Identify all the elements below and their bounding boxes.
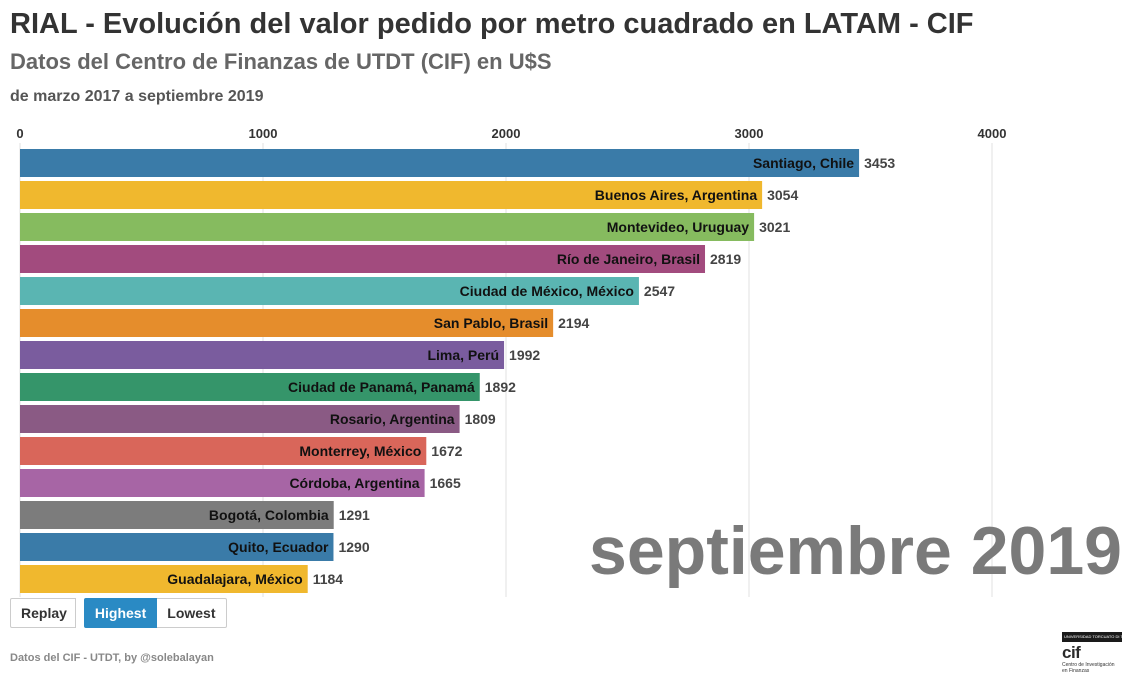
chart-title: RIAL - Evolución del valor pedido por me… xyxy=(10,8,974,40)
x-tick-label: 3000 xyxy=(735,126,764,141)
bar-group: Río de Janeiro, Brasil 2819 xyxy=(20,245,741,273)
bar-group: Buenos Aires, Argentina 3054 xyxy=(20,181,798,209)
bar-value-label: 2819 xyxy=(710,251,741,267)
bar-group: Montevideo, Uruguay 3021 xyxy=(20,213,790,241)
bar-category-label: Buenos Aires, Argentina xyxy=(595,187,758,203)
bar-group: Quito, Ecuador 1290 xyxy=(20,533,370,561)
cif-caption-line2: en Finanzas xyxy=(1062,668,1090,674)
time-label: septiembre 2019 xyxy=(589,513,1122,589)
bar xyxy=(20,309,554,337)
bar-group: Bogotá, Colombia 1291 xyxy=(20,501,370,529)
bar xyxy=(20,437,427,465)
bar-category-label: Ciudad de Panamá, Panamá xyxy=(288,379,475,395)
bar-category-label: Rosario, Argentina xyxy=(330,411,455,427)
cif-logo: UNIVERSIDAD TORCUATO DI TELLA cif Centro… xyxy=(1062,632,1133,680)
replay-button[interactable]: Replay xyxy=(10,598,76,628)
bar-value-label: 1892 xyxy=(485,379,516,395)
bar-category-label: Monterrey, México xyxy=(299,443,421,459)
bar xyxy=(20,501,334,529)
bar xyxy=(20,405,460,433)
bar-category-label: Guadalajara, México xyxy=(167,571,302,587)
bar xyxy=(20,533,334,561)
x-tick-label: 2000 xyxy=(492,126,521,141)
highest-label: Highest xyxy=(94,605,147,621)
bar-category-label: Río de Janeiro, Brasil xyxy=(557,251,700,267)
bar xyxy=(20,277,639,305)
bar xyxy=(20,245,706,273)
bar-group: Monterrey, México 1672 xyxy=(20,437,463,465)
bar-category-label: Córdoba, Argentina xyxy=(289,475,419,491)
replay-label: Replay xyxy=(21,605,67,621)
bar-value-label: 3021 xyxy=(759,219,790,235)
bar-group: Guadalajara, México 1184 xyxy=(20,565,343,593)
chart-subtitle: Datos del Centro de Finanzas de UTDT (CI… xyxy=(10,49,552,74)
bar-group: Santiago, Chile 3453 xyxy=(20,149,895,177)
bar xyxy=(20,149,860,177)
bar xyxy=(20,213,755,241)
bar-value-label: 1992 xyxy=(509,347,540,363)
bar xyxy=(20,181,763,209)
bar-category-label: Montevideo, Uruguay xyxy=(607,219,750,235)
bar-value-label: 1665 xyxy=(430,475,461,491)
bar xyxy=(20,469,425,497)
bar-value-label: 2547 xyxy=(644,283,675,299)
bar xyxy=(20,565,308,593)
bar xyxy=(20,373,480,401)
bar-value-label: 1672 xyxy=(431,443,462,459)
bars: Santiago, Chile 3453 Buenos Aires, Argenti… xyxy=(20,149,895,593)
bar-value-label: 1184 xyxy=(313,571,344,587)
bar-category-label: Bogotá, Colombia xyxy=(209,507,329,523)
bar-group: San Pablo, Brasil 2194 xyxy=(20,309,590,337)
bar xyxy=(20,341,505,369)
cif-wordmark: cif xyxy=(1062,643,1081,662)
bar-value-label: 1291 xyxy=(339,507,370,523)
bar-group: Córdoba, Argentina 1665 xyxy=(20,469,461,497)
bar-category-label: San Pablo, Brasil xyxy=(434,315,548,331)
bar-category-label: Ciudad de México, México xyxy=(460,283,634,299)
x-tick-label: 0 xyxy=(16,126,23,141)
bar-value-label: 2194 xyxy=(558,315,589,331)
cif-caption: Centro de Investigación en Finanzas xyxy=(1062,662,1124,674)
bar-value-label: 3453 xyxy=(864,155,895,171)
bar-category-label: Santiago, Chile xyxy=(753,155,854,171)
x-tick-label: 4000 xyxy=(978,126,1007,141)
x-tick-label: 1000 xyxy=(249,126,278,141)
bar-category-label: Lima, Perú xyxy=(427,347,499,363)
period-note: de marzo 2017 a septiembre 2019 xyxy=(10,88,264,105)
bar-value-label: 1809 xyxy=(465,411,496,427)
x-axis-ticks: 0 1000 2000 3000 4000 xyxy=(16,126,1006,141)
university-banner: UNIVERSIDAD TORCUATO DI TELLA xyxy=(1062,632,1133,642)
source-credit: Datos del CIF - UTDT, by @solebalayan xyxy=(10,652,214,664)
sort-highest-button[interactable]: Highest xyxy=(83,598,158,628)
university-name: UNIVERSIDAD TORCUATO DI TELLA xyxy=(1064,634,1133,639)
bar-value-label: 3054 xyxy=(767,187,798,203)
lowest-label: Lowest xyxy=(167,605,216,621)
bar-group: Rosario, Argentina 1809 xyxy=(20,405,496,433)
bar-value-label: 1290 xyxy=(338,539,369,555)
bar-group: Ciudad de México, México 2547 xyxy=(20,277,675,305)
sort-lowest-button[interactable]: Lowest xyxy=(157,598,227,628)
bar-group: Ciudad de Panamá, Panamá 1892 xyxy=(20,373,516,401)
cif-caption-line1: Centro de Investigación xyxy=(1062,662,1115,668)
bar-group: Lima, Perú 1992 xyxy=(20,341,540,369)
sort-controls: Replay Highest Lowest xyxy=(10,598,227,628)
bar-category-label: Quito, Ecuador xyxy=(228,539,329,555)
